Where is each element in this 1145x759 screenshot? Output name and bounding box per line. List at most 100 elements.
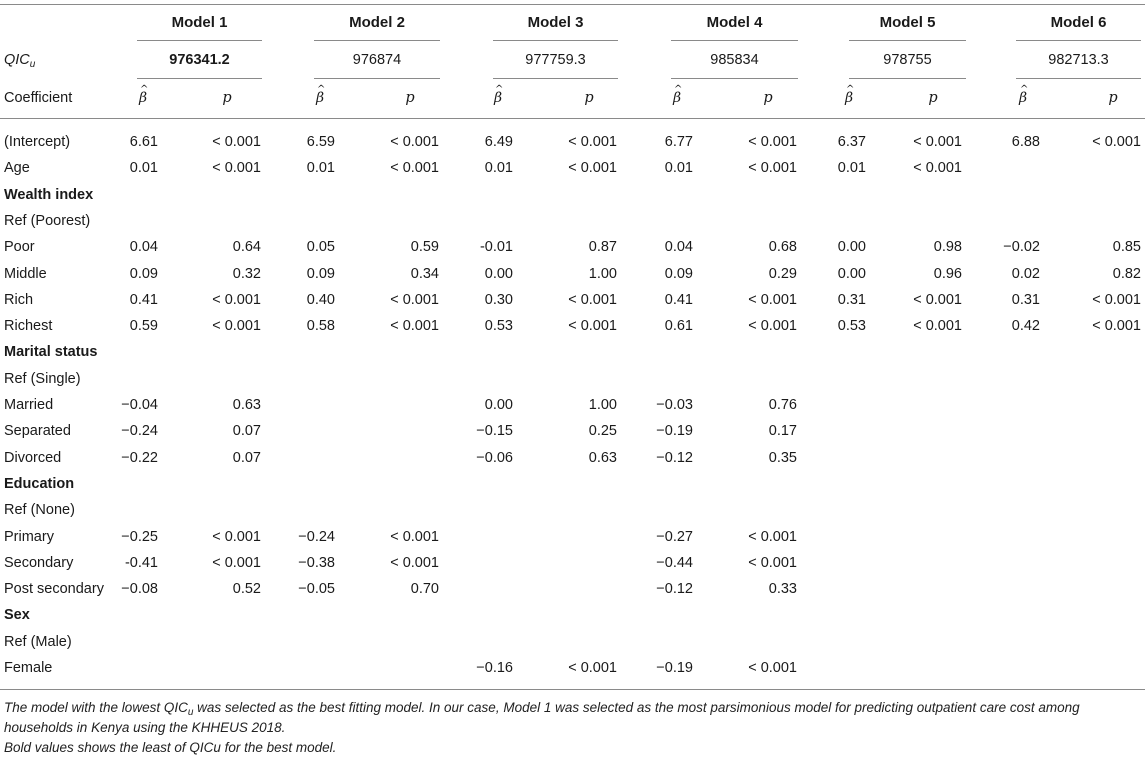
beta-cell: 0.05 — [306, 239, 335, 256]
beta-cell: 6.61 — [129, 134, 158, 150]
model-header-rule — [137, 40, 262, 41]
beta-cell: −0.24 — [298, 528, 335, 545]
beta-cell: 0.53 — [837, 318, 866, 335]
row-label: Poor — [4, 239, 35, 256]
qic-label-main: QIC — [4, 52, 30, 68]
p-value-cell: < 0.001 — [390, 134, 439, 150]
p-value-cell: < 0.001 — [1092, 134, 1141, 150]
qic-value: 977759.3 — [525, 52, 586, 68]
p-value-cell: 0.25 — [588, 423, 617, 440]
p-value-cell: 0.87 — [588, 239, 617, 256]
beta-cell: 0.01 — [837, 160, 866, 177]
beta-cell: −0.38 — [298, 554, 335, 571]
p-symbol: p — [222, 90, 232, 106]
p-value-cell: < 0.001 — [748, 528, 797, 545]
row-label: Post secondary — [4, 581, 104, 598]
beta-cell: −0.19 — [656, 423, 693, 440]
beta-hat-glyph: β — [494, 81, 504, 107]
p-value-cell: 0.63 — [232, 397, 261, 413]
beta-cell: 6.88 — [1011, 134, 1040, 150]
beta-cell: 0.01 — [484, 160, 513, 177]
model-header: Model 4 — [706, 14, 763, 31]
p-value-cell: < 0.001 — [913, 291, 962, 308]
footnote-qic: QIC — [163, 700, 188, 715]
beta-cell: 6.37 — [837, 134, 866, 150]
beta-cell: 0.01 — [306, 160, 335, 177]
beta-cell: 0.53 — [484, 318, 513, 335]
reference-category: Ref (Poorest) — [4, 212, 91, 229]
p-value-cell: 0.07 — [232, 423, 261, 440]
model-header-rule — [849, 40, 966, 41]
beta-cell: -0.01 — [479, 239, 513, 256]
row-label: Divorced — [4, 449, 62, 466]
model-header: Model 1 — [171, 14, 228, 31]
beta-cell: −0.16 — [476, 660, 513, 676]
p-value-cell: < 0.001 — [212, 291, 261, 308]
p-value-cell: 1.00 — [588, 397, 617, 413]
qic-value: 985834 — [710, 52, 759, 68]
p-value-cell: < 0.001 — [748, 318, 797, 335]
p-value-cell: 0.64 — [232, 239, 261, 256]
qic-value: 976874 — [352, 52, 402, 68]
row-label: Secondary — [4, 554, 74, 571]
row-label: Richest — [4, 318, 53, 335]
qic-row-rule — [671, 78, 798, 79]
p-value-cell: 0.35 — [768, 449, 797, 466]
p-value-cell: < 0.001 — [568, 134, 617, 150]
header-bottom-rule — [0, 118, 1145, 119]
beta-cell: 0.31 — [837, 291, 866, 308]
beta-cell: −0.27 — [656, 528, 693, 545]
row-label: Married — [4, 397, 54, 413]
beta-cell: −0.19 — [656, 660, 693, 676]
p-value-cell: < 0.001 — [913, 318, 962, 335]
beta-cell: 0.31 — [1011, 291, 1040, 308]
row-label: Age — [4, 160, 30, 177]
beta-hat-symbol: β — [1019, 81, 1029, 107]
beta-cell: 0.00 — [484, 265, 513, 282]
beta-cell: 0.00 — [837, 239, 866, 256]
section-heading: Sex — [4, 607, 30, 624]
qic-row-rule — [137, 78, 262, 79]
beta-cell: −0.06 — [476, 449, 513, 466]
beta-cell: 0.00 — [484, 397, 513, 413]
beta-hat-symbol: β — [139, 81, 149, 107]
table-bottom-rule — [0, 689, 1145, 690]
row-label: Rich — [4, 291, 34, 308]
beta-cell: −0.24 — [121, 423, 158, 440]
footnote-line-3: Bold values shows the least of QICu for … — [4, 740, 337, 755]
qic-value: 976341.2 — [169, 52, 230, 68]
p-value-cell: 0.63 — [588, 449, 617, 466]
beta-cell: −0.44 — [656, 554, 693, 571]
beta-cell: 0.30 — [484, 291, 513, 308]
p-value-cell: < 0.001 — [390, 291, 439, 308]
footnote-line-1: The model with the lowest QICu was selec… — [4, 698, 1080, 722]
beta-hat-glyph: β — [316, 81, 326, 107]
p-value-cell: 0.17 — [768, 423, 797, 440]
beta-cell: 0.04 — [664, 239, 693, 256]
beta-cell: 0.41 — [129, 291, 158, 308]
beta-hat-symbol: β — [494, 81, 504, 107]
model-header: Model 3 — [527, 14, 584, 31]
beta-cell: 0.04 — [129, 239, 158, 256]
p-value-cell: < 0.001 — [748, 660, 797, 676]
beta-cell: 0.09 — [306, 265, 335, 282]
p-symbol: p — [405, 90, 415, 106]
reference-category: Ref (Single) — [4, 370, 81, 387]
qic-value: 982713.3 — [1048, 52, 1109, 68]
p-symbol: p — [928, 90, 938, 106]
p-value-cell: 0.96 — [933, 265, 962, 282]
qic-row-rule — [1016, 78, 1141, 79]
beta-hat-symbol: β — [316, 81, 326, 107]
p-value-cell: < 0.001 — [212, 554, 261, 571]
reference-category: Ref (Male) — [4, 633, 72, 650]
p-symbol: p — [1108, 90, 1118, 106]
beta-cell: 0.40 — [306, 291, 335, 308]
p-value-cell: < 0.001 — [1092, 318, 1141, 335]
model-header-rule — [493, 40, 618, 41]
beta-cell: −0.08 — [121, 581, 158, 598]
p-value-cell: 0.76 — [768, 397, 797, 413]
p-value-cell: < 0.001 — [568, 660, 617, 676]
qic-value: 978755 — [883, 52, 932, 68]
p-value-cell: 0.70 — [410, 581, 439, 598]
p-value-cell: < 0.001 — [390, 528, 439, 545]
